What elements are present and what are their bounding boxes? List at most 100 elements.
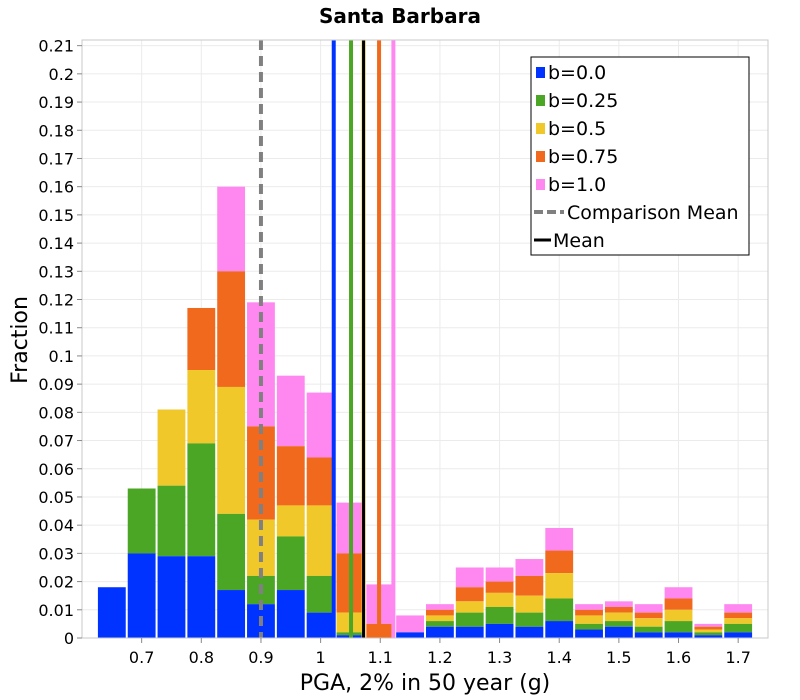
legend-label: b=0.5 bbox=[548, 118, 606, 140]
legend-swatch bbox=[536, 179, 545, 190]
x-tick-label: 0.8 bbox=[189, 648, 214, 667]
bar-b=0.5 bbox=[276, 505, 305, 537]
legend-swatch bbox=[536, 67, 545, 78]
y-tick-label: 0.09 bbox=[38, 375, 74, 394]
x-tick-label: 0.7 bbox=[129, 648, 154, 667]
bar-b=0.25 bbox=[485, 606, 514, 624]
bar-b=0.0 bbox=[97, 587, 126, 638]
bar-b=0.25 bbox=[217, 513, 246, 591]
bar-b=0.5 bbox=[455, 601, 484, 613]
bar-b=0.0 bbox=[694, 635, 723, 638]
y-tick-label: 0.15 bbox=[38, 206, 74, 225]
bar-b=0.0 bbox=[187, 556, 216, 638]
bar-b=0.25 bbox=[127, 488, 156, 554]
bar-b=0.25 bbox=[724, 623, 753, 633]
bar-b=0.25 bbox=[276, 536, 305, 591]
mean-lines bbox=[258, 40, 396, 638]
bar-b=0.75 bbox=[515, 575, 544, 596]
bar-b=0.75 bbox=[604, 606, 633, 613]
x-tick-label: 1.3 bbox=[487, 648, 512, 667]
legend-label: Mean bbox=[553, 230, 605, 252]
bar-b=1.0 bbox=[664, 587, 693, 599]
bar-b=0.25 bbox=[634, 626, 663, 633]
legend-label: Comparison Mean bbox=[567, 202, 739, 224]
bar-b=0.0 bbox=[604, 626, 633, 638]
bar-b=0.0 bbox=[455, 626, 484, 638]
x-tick-label: 1.7 bbox=[725, 648, 750, 667]
legend-label: b=0.0 bbox=[548, 62, 606, 84]
legend-swatch bbox=[536, 95, 545, 106]
bar-b=1.0 bbox=[545, 527, 574, 551]
bar-b=0.25 bbox=[694, 632, 723, 636]
bar-b=0.25 bbox=[575, 623, 603, 630]
bar-b=0.5 bbox=[634, 618, 663, 627]
legend-swatch bbox=[536, 123, 545, 134]
y-tick-label: 0.03 bbox=[38, 544, 74, 563]
y-tick-label: 0.12 bbox=[38, 291, 74, 310]
bar-b=0.5 bbox=[724, 618, 753, 624]
bar-b=0.0 bbox=[127, 553, 156, 638]
x-axis-label: PGA, 2% in 50 year (g) bbox=[300, 671, 551, 696]
y-tick-label: 0.19 bbox=[38, 93, 74, 112]
bar-b=0.0 bbox=[634, 632, 663, 638]
bar-b=0.0 bbox=[157, 556, 186, 638]
bar-b=0.25 bbox=[664, 621, 693, 633]
bar-b=0.0 bbox=[575, 629, 603, 638]
x-tick-label: 1.5 bbox=[606, 648, 631, 667]
y-tick-label: 0.18 bbox=[38, 121, 74, 140]
y-tick-label: 0.01 bbox=[38, 601, 74, 620]
bar-b=0.75 bbox=[664, 598, 693, 610]
bar-b=0.75 bbox=[545, 550, 574, 574]
bar-b=0.5 bbox=[306, 505, 335, 576]
bar-b=0.0 bbox=[515, 626, 544, 638]
bar-b=0.5 bbox=[664, 609, 693, 622]
bar-b=0.0 bbox=[724, 632, 753, 638]
bar-b=1.0 bbox=[426, 604, 454, 610]
y-tick-label: 0.02 bbox=[38, 573, 74, 592]
y-axis-label: Fraction bbox=[8, 296, 33, 384]
bar-b=0.25 bbox=[515, 612, 544, 627]
bar-b=0.25 bbox=[306, 575, 335, 613]
y-tick-label: 0.05 bbox=[38, 488, 74, 507]
bar-b=1.0 bbox=[276, 375, 305, 447]
bar-b=0.5 bbox=[515, 595, 544, 613]
y-tick-label: 0.2 bbox=[49, 65, 74, 84]
bar-b=1.0 bbox=[724, 604, 753, 613]
legend: b=0.0 b=0.25 b=0.5 b=0.75 b=1.0 Comparison Me… bbox=[530, 56, 750, 256]
bar-b=1.0 bbox=[306, 392, 335, 458]
bar-b=0.25 bbox=[157, 485, 186, 557]
x-tick-label: 1.2 bbox=[427, 648, 452, 667]
bar-b=0.5 bbox=[426, 615, 454, 622]
bar-b=0.25 bbox=[187, 443, 216, 557]
bar-b=0.75 bbox=[724, 612, 753, 619]
bar-b=0.25 bbox=[455, 612, 484, 627]
bar-b=0.5 bbox=[485, 592, 514, 607]
bar-b=0.25 bbox=[426, 621, 454, 627]
y-tick-label: 0.16 bbox=[38, 178, 74, 197]
bar-b=0.75 bbox=[187, 307, 216, 371]
legend-label: b=1.0 bbox=[548, 174, 606, 196]
x-tick-label: 1.6 bbox=[666, 648, 691, 667]
bar-b=0.75 bbox=[306, 457, 335, 506]
y-tick-label: 0.11 bbox=[38, 319, 74, 338]
x-tick-label: 1.1 bbox=[368, 648, 393, 667]
bar-b=0.25 bbox=[604, 621, 633, 627]
y-tick-label: 0.07 bbox=[38, 432, 74, 451]
bar-b=1.0 bbox=[515, 559, 544, 576]
bar-b=0.75 bbox=[455, 587, 484, 602]
bar-b=0.75 bbox=[575, 609, 603, 616]
bar-b=0.75 bbox=[276, 446, 305, 506]
bar-b=0.0 bbox=[426, 626, 454, 638]
y-tick-label: 0 bbox=[64, 629, 74, 648]
legend-swatch bbox=[536, 151, 545, 162]
bar-b=1.0 bbox=[634, 604, 663, 613]
x-tick-label: 1.4 bbox=[546, 648, 571, 667]
y-tick-label: 0.08 bbox=[38, 403, 74, 422]
bar-b=0.75 bbox=[426, 609, 454, 616]
x-tick-label: 0.9 bbox=[248, 648, 273, 667]
bar-b=1.0 bbox=[604, 601, 633, 607]
bar-b=0.25 bbox=[545, 598, 574, 622]
y-ticks: 0 0.01 0.02 0.03 0.04 0.05 0.06 0.07 0.08 0.09 0.1… bbox=[38, 37, 82, 648]
y-tick-label: 0.06 bbox=[38, 460, 74, 479]
bar-b=0.0 bbox=[276, 590, 305, 638]
